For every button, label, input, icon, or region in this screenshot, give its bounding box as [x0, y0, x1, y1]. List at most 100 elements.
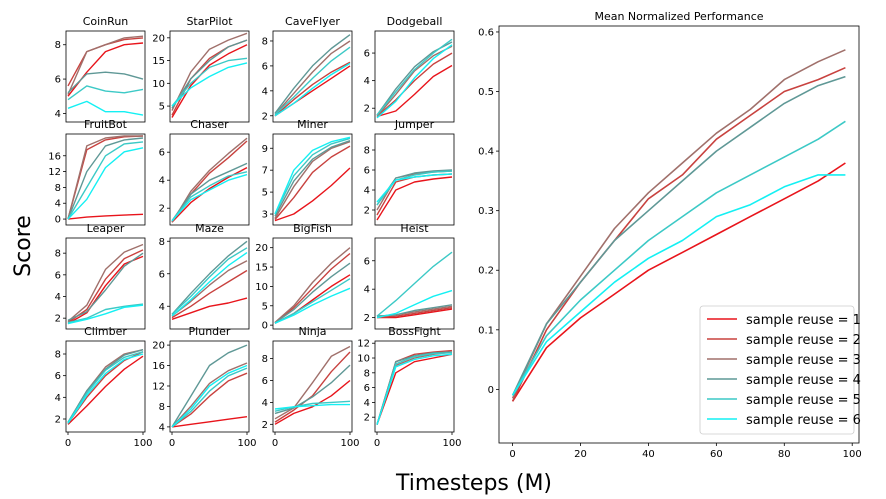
- main-series-line-4: [511, 75, 846, 396]
- series-line-3: [274, 40, 351, 115]
- main-series-line-5: [511, 120, 846, 396]
- panel-coinrun: CoinRun 4 6 8: [55, 15, 146, 123]
- x-tick-label: 100: [237, 438, 256, 449]
- y-tick-label: 20: [152, 341, 165, 352]
- y-tick-label: 5: [262, 188, 268, 199]
- y-tick-label: 2: [262, 420, 268, 431]
- series-line-3: [376, 45, 453, 117]
- series-line-4: [274, 364, 351, 415]
- y-tick-label: 12: [357, 339, 370, 350]
- figure-ylabel: Score: [11, 215, 36, 277]
- x-tick-label: 0: [272, 438, 278, 449]
- main-x-tick-label: 0: [509, 449, 515, 460]
- y-tick-label: 6: [262, 61, 268, 72]
- panel-frame: [169, 133, 250, 226]
- series-line-2: [274, 145, 351, 220]
- y-tick-label: 8: [55, 249, 61, 260]
- y-tick-label: 4: [55, 393, 61, 404]
- panel-frame: [169, 237, 250, 330]
- x-tick-label: 0: [374, 438, 380, 449]
- series-line-6: [274, 62, 351, 117]
- y-tick-label: 5: [159, 102, 165, 113]
- y-tick-label: 4: [55, 109, 61, 120]
- legend-label-5: sample reuse = 5: [746, 393, 861, 408]
- y-tick-label: 15: [152, 56, 165, 67]
- y-tick-label: 6: [159, 269, 165, 280]
- main-y-tick-label: 0.4: [478, 147, 494, 158]
- series-line-2: [274, 252, 351, 324]
- panel-frame: [169, 30, 250, 123]
- main-x-tick-label: 40: [642, 449, 655, 460]
- series-line-4: [171, 39, 248, 109]
- panel-ninja: Ninja 2 4 6 8 0 100: [262, 325, 360, 449]
- panel-bigfish: BigFish 0 5 10 15 20: [255, 222, 353, 332]
- y-tick-label: 4: [364, 186, 370, 197]
- y-tick-label: 2: [55, 314, 61, 325]
- series-line-5: [274, 278, 351, 324]
- series-line-2: [376, 173, 453, 216]
- panel-chaser: Chaser 2 4 6: [159, 118, 250, 226]
- panel-title: CoinRun: [83, 15, 129, 28]
- panel-caveflyer: CaveFlyer 2 4 6 8: [262, 15, 353, 123]
- panel-miner: Miner 3 5 7 9: [262, 118, 353, 226]
- figure-xlabel: Timesteps (M): [395, 471, 552, 496]
- series-line-6: [171, 173, 248, 222]
- series-line-3: [171, 32, 248, 111]
- panel-frame: [272, 340, 353, 433]
- panel-title: Jumper: [394, 118, 435, 131]
- y-tick-label: 4: [262, 398, 268, 409]
- y-tick-label: 6: [262, 376, 268, 387]
- y-tick-label: 4: [364, 398, 370, 409]
- y-tick-label: 2: [55, 415, 61, 426]
- series-line-6: [274, 403, 350, 410]
- series-line-6: [67, 304, 144, 325]
- series-line-5: [274, 46, 351, 116]
- panel-frame: [374, 133, 455, 226]
- legend: sample reuse = 1 sample reuse = 2 sample r…: [699, 305, 861, 435]
- legend-label-2: sample reuse = 2: [746, 333, 861, 348]
- main-y-tick-label: 0.6: [478, 27, 494, 38]
- y-tick-label: 2: [364, 313, 370, 324]
- series-line-1: [171, 416, 248, 428]
- series-line-6: [171, 252, 248, 317]
- panel-frame: [272, 237, 353, 330]
- y-tick-label: 16: [152, 361, 165, 372]
- series-line-6: [171, 62, 248, 107]
- series-line-5: [376, 38, 453, 116]
- y-tick-label: 6: [364, 49, 370, 60]
- panel-title: BossFight: [388, 325, 441, 338]
- panel-heist: Heist 2 4 6: [364, 222, 455, 330]
- series-line-2: [171, 372, 248, 428]
- y-tick-label: 12: [152, 381, 165, 392]
- series-line-1: [376, 353, 453, 425]
- series-line-2: [376, 307, 453, 319]
- series-line-4: [171, 240, 248, 315]
- main-x-tick-label: 20: [574, 449, 587, 460]
- series-line-5: [274, 400, 351, 412]
- series-line-4: [171, 162, 248, 222]
- y-tick-label: 6: [364, 256, 370, 267]
- series-line-6: [274, 287, 351, 324]
- y-tick-label: 8: [364, 146, 370, 157]
- y-tick-label: 4: [364, 76, 370, 87]
- panel-fruitbot: FruitBot 0 4 8 12 16: [48, 118, 146, 226]
- series-line-5: [67, 85, 144, 101]
- panel-title: Climber: [84, 325, 127, 338]
- y-tick-label: 7: [262, 166, 268, 177]
- panel-title: Heist: [400, 222, 429, 235]
- series-line-1: [376, 176, 453, 221]
- y-tick-label: 8: [262, 36, 268, 47]
- x-tick-label: 100: [442, 438, 461, 449]
- y-tick-label: 6: [364, 383, 370, 394]
- x-tick-label: 0: [65, 438, 71, 449]
- y-tick-label: 4: [159, 302, 165, 313]
- panel-frame: [65, 133, 146, 226]
- panel-title: Maze: [195, 222, 224, 235]
- legend-label-1: sample reuse = 1: [746, 313, 861, 328]
- series-line-1: [274, 379, 351, 425]
- series-line-5: [171, 367, 248, 428]
- main-title: Mean Normalized Performance: [594, 10, 763, 23]
- series-line-6: [67, 147, 144, 220]
- legend-box: [699, 305, 855, 435]
- series-line-6: [376, 289, 453, 319]
